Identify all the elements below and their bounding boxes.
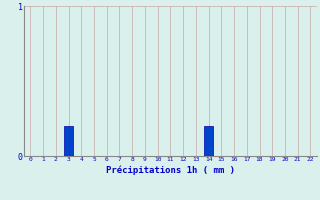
Bar [64, 126, 73, 156]
X-axis label: Précipitations 1h ( mm ): Précipitations 1h ( mm ) [106, 165, 235, 175]
Bar [204, 126, 213, 156]
